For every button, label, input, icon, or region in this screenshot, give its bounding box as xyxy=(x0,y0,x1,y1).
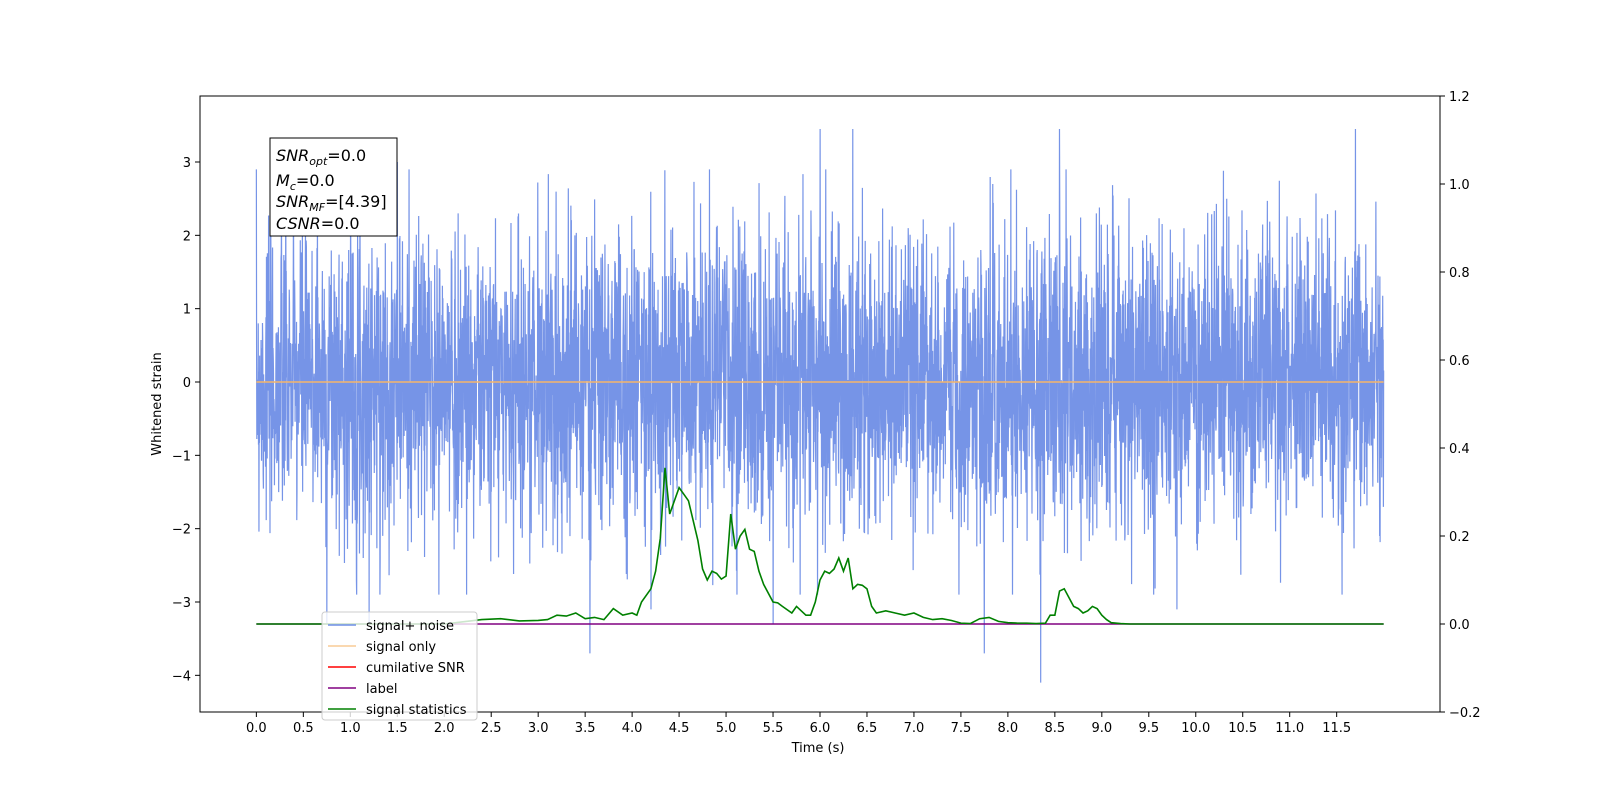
snr-opt-text: SNRopt=0.0 xyxy=(276,146,366,168)
y-axis-label: Whitened strain xyxy=(150,352,165,455)
y2-tick-label: 0.4 xyxy=(1449,442,1470,457)
x-tick-label: 5.0 xyxy=(716,721,737,736)
y-axis-right: 1.2 1.0 0.8 0.6 0.4 0.2 0.0 −0.2 xyxy=(1440,90,1481,721)
x-tick-label: 11.5 xyxy=(1322,721,1351,736)
signal-noise-series xyxy=(255,128,1385,683)
annotation-box: SNRopt=0.0 Mc=0.0 SNRMF=[4.39] CSNR=0.0 xyxy=(269,137,398,237)
x-tick-label: 7.0 xyxy=(904,721,925,736)
x-tick-label: 4.5 xyxy=(669,721,690,736)
y2-tick-label: −0.2 xyxy=(1449,706,1481,721)
y2-tick-label: 0.6 xyxy=(1449,354,1470,369)
csnr-text: CSNR=0.0 xyxy=(276,214,360,233)
y-tick-label: −2 xyxy=(172,523,191,538)
x-tick-label: 10.5 xyxy=(1228,721,1257,736)
y-tick-label: −1 xyxy=(172,449,191,464)
x-tick-label: 6.5 xyxy=(857,721,878,736)
legend-label-cumilative-snr: cumilative SNR xyxy=(366,661,465,676)
mc-text: Mc=0.0 xyxy=(276,171,335,193)
x-tick-label: 1.5 xyxy=(387,721,408,736)
x-axis: 0.0 0.5 1.0 1.5 2.0 2.5 3.0 3.5 4.0 4.5 5.0 5.5 6.0 6… xyxy=(246,712,1351,736)
y2-tick-label: 1.2 xyxy=(1449,90,1470,105)
y2-tick-label: 0.8 xyxy=(1449,266,1470,281)
y2-tick-label: 0.0 xyxy=(1449,618,1470,633)
y-tick-label: −3 xyxy=(172,596,191,611)
y-tick-label: 2 xyxy=(183,229,191,244)
x-tick-label: 7.5 xyxy=(951,721,972,736)
y-tick-label: −4 xyxy=(172,669,191,684)
snr-mf-text: SNRMF=[4.39] xyxy=(276,192,387,214)
series-line-signal-statistics xyxy=(256,467,1384,625)
y-axis-left: 3 2 1 0 −1 −2 −3 −4 xyxy=(172,156,200,684)
x-axis-label: Time (s) xyxy=(791,741,845,756)
x-tick-label: 1.0 xyxy=(340,721,361,736)
x-tick-label: 9.5 xyxy=(1138,721,1159,736)
y2-tick-label: 0.2 xyxy=(1449,530,1470,545)
x-tick-label: 11.0 xyxy=(1275,721,1304,736)
legend-label-signal-noise: signal+ noise xyxy=(366,619,454,634)
x-tick-label: 2.5 xyxy=(481,721,502,736)
x-tick-label: 2.0 xyxy=(434,721,455,736)
legend-label-label: label xyxy=(366,682,397,697)
x-tick-label: 10.0 xyxy=(1181,721,1210,736)
x-tick-label: 8.5 xyxy=(1045,721,1066,736)
x-tick-label: 3.0 xyxy=(528,721,549,736)
x-tick-label: 5.5 xyxy=(763,721,784,736)
legend: signal+ noise signal only cumilative SNR la… xyxy=(321,611,478,721)
series-line-signal-noise xyxy=(255,128,1385,683)
y-tick-label: 1 xyxy=(183,303,191,318)
y2-tick-label: 1.0 xyxy=(1449,178,1470,193)
x-tick-label: 0.5 xyxy=(293,721,314,736)
legend-label-signal-only: signal only xyxy=(366,640,436,655)
x-tick-label: 3.5 xyxy=(575,721,596,736)
legend-label-signal-statistics: signal statistics xyxy=(366,703,467,718)
x-tick-label: 6.0 xyxy=(810,721,831,736)
x-tick-label: 4.0 xyxy=(622,721,643,736)
x-tick-label: 8.0 xyxy=(998,721,1019,736)
y-tick-label: 3 xyxy=(183,156,191,171)
y-tick-label: 0 xyxy=(183,376,191,391)
x-tick-label: 9.0 xyxy=(1091,721,1112,736)
x-tick-label: 0.0 xyxy=(246,721,267,736)
